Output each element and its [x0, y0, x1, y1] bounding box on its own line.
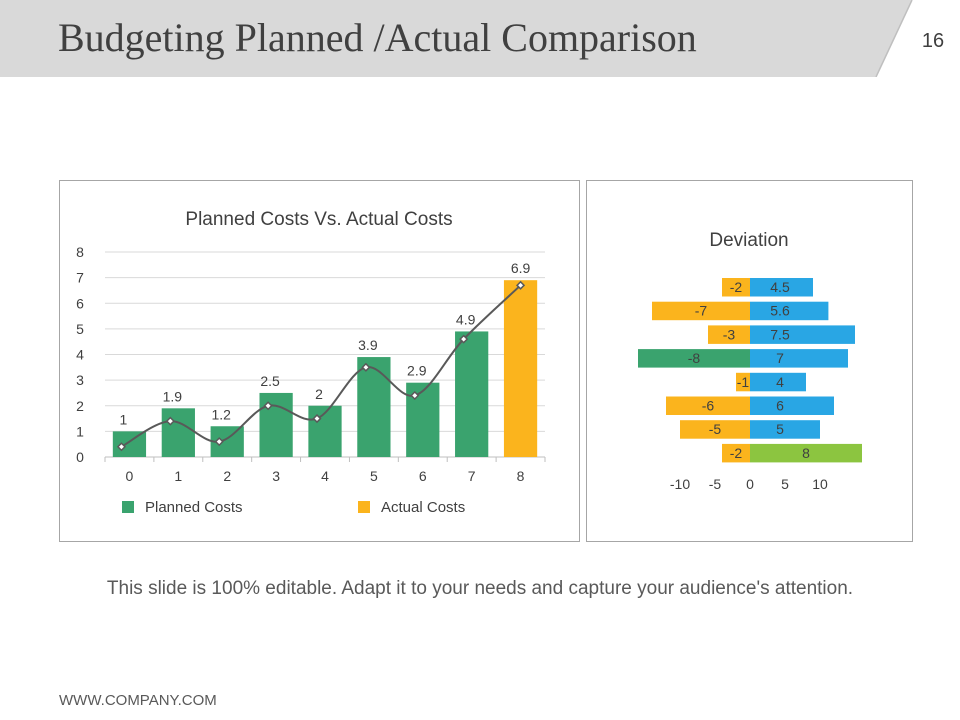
slide-title: Budgeting Planned /Actual Comparison: [58, 15, 697, 60]
legend-swatch: [358, 501, 370, 513]
deviation-negative-label: -3: [723, 326, 736, 342]
header-slash-decoration: [875, 0, 960, 77]
data-label: 1.9: [163, 388, 183, 404]
bar-planned-costs: [259, 392, 293, 457]
y-tick-label: 1: [76, 423, 84, 439]
slide-caption: This slide is 100% editable. Adapt it to…: [106, 578, 854, 599]
trend-marker: [165, 416, 175, 426]
deviation-negative-bar: [680, 420, 750, 439]
deviation-negative-bar: [652, 301, 750, 321]
deviation-positive-label: 7: [776, 350, 784, 366]
deviation-positive-label: 4: [776, 374, 784, 390]
deviation-negative-bar: [708, 325, 750, 344]
data-label: 1: [120, 411, 128, 427]
deviation-negative-label: -5: [709, 421, 722, 437]
bar-planned-costs: [455, 331, 489, 457]
deviation-positive-label: 4.5: [770, 279, 790, 295]
trend-marker: [312, 414, 322, 424]
legend-label: Planned Costs: [145, 499, 243, 516]
data-label: 1.2: [211, 406, 231, 422]
deviation-negative-label: -8: [688, 350, 701, 366]
deviation-negative-bar: [722, 278, 750, 297]
x-tick-label: 5: [781, 476, 789, 492]
deviation-positive-bar: [750, 420, 820, 439]
deviation-negative-label: -2: [730, 445, 743, 461]
deviation-negative-bar: [638, 349, 750, 368]
deviation-chart-panel: Deviation -2 4.5 -7 5.6 -3 7.5 -8 7 -1 4 -6 6 -5 5 -2 8…: [586, 180, 913, 542]
y-tick-label: 4: [76, 347, 84, 363]
trend-marker: [116, 442, 127, 452]
planned-vs-actual-chart: Planned Costs Vs. Actual Costs 0 1 2 3 4 5 6 7 8…: [76, 209, 546, 516]
y-tick-label: 5: [76, 321, 84, 337]
page-number: 16: [921, 30, 945, 52]
deviation-negative-bar: [736, 372, 750, 392]
deviation-positive-bar: [750, 278, 813, 297]
trend-marker: [214, 437, 224, 447]
deviation-positive-bar: [750, 372, 806, 392]
data-label: 2.9: [407, 363, 427, 379]
bar-planned-costs: [161, 408, 195, 457]
deviation-positive-bar: [750, 443, 862, 463]
x-tick-label: 7: [468, 468, 476, 484]
x-tick-label: 3: [272, 468, 280, 484]
trend-marker: [410, 390, 420, 401]
x-tick-label: 1: [174, 468, 182, 484]
deviation-negative-label: -7: [695, 303, 708, 319]
deviation-positive-label: 6: [776, 398, 784, 414]
y-tick-label: 7: [76, 270, 84, 286]
data-label: 3.9: [358, 337, 378, 353]
y-tick-label: 8: [76, 244, 84, 260]
deviation-negative-bar: [666, 396, 750, 415]
bar-actual-costs: [503, 280, 538, 457]
deviation-positive-bar: [750, 396, 834, 415]
trend-marker: [515, 280, 526, 290]
planned-vs-actual-chart-panel: Planned Costs Vs. Actual Costs 0 1 2 3 4 5 6 7 8…: [59, 180, 580, 542]
x-tick-label: 10: [812, 476, 828, 492]
x-tick-label: 6: [419, 468, 427, 484]
y-tick-label: 6: [76, 295, 84, 311]
chart-title: Planned Costs Vs. Actual Costs: [185, 209, 452, 230]
x-tick-label: 2: [223, 468, 231, 484]
legend-swatch: [122, 501, 134, 513]
trend-marker: [459, 334, 469, 344]
deviation-negative-bar: [722, 443, 750, 463]
deviation-positive-bar: [750, 325, 855, 344]
deviation-chart: Deviation -2 4.5 -7 5.6 -3 7.5 -8 7 -1 4 -6 6 -5 5 -2 8…: [638, 230, 862, 492]
deviation-negative-label: -2: [730, 279, 743, 295]
header-bar: [0, 0, 960, 77]
bar-planned-costs: [112, 431, 147, 457]
deviation-positive-label: 5.6: [770, 303, 790, 319]
trend-marker: [263, 401, 273, 411]
legend-label: Actual Costs: [381, 499, 465, 516]
deviation-positive-label: 5: [776, 421, 784, 437]
data-label: 2.5: [260, 373, 280, 389]
chart-title: Deviation: [709, 230, 788, 251]
y-tick-label: 0: [76, 449, 84, 465]
deviation-negative-label: -1: [737, 374, 750, 390]
bar-planned-costs: [357, 357, 391, 457]
deviation-positive-label: 8: [802, 445, 810, 461]
x-tick-label: -10: [670, 476, 690, 492]
x-tick-label: 0: [746, 476, 754, 492]
deviation-negative-label: -6: [702, 398, 715, 414]
data-label: 2: [315, 386, 323, 402]
y-tick-label: 2: [76, 398, 84, 414]
x-tick-label: 8: [517, 468, 525, 484]
deviation-positive-bar: [750, 301, 829, 321]
deviation-positive-bar: [750, 349, 848, 368]
x-tick-label: 5: [370, 468, 378, 484]
x-tick-label: 0: [126, 468, 134, 484]
data-label: 6.9: [511, 260, 531, 276]
y-tick-label: 3: [76, 372, 84, 388]
bar-planned-costs: [406, 382, 440, 457]
trend-marker: [361, 362, 371, 372]
x-tick-label: -5: [709, 476, 722, 492]
x-tick-label: 4: [321, 468, 329, 484]
footer-url: WWW.COMPANY.COM: [59, 692, 217, 709]
deviation-positive-label: 7.5: [770, 326, 790, 342]
data-label: 4.9: [456, 311, 476, 327]
